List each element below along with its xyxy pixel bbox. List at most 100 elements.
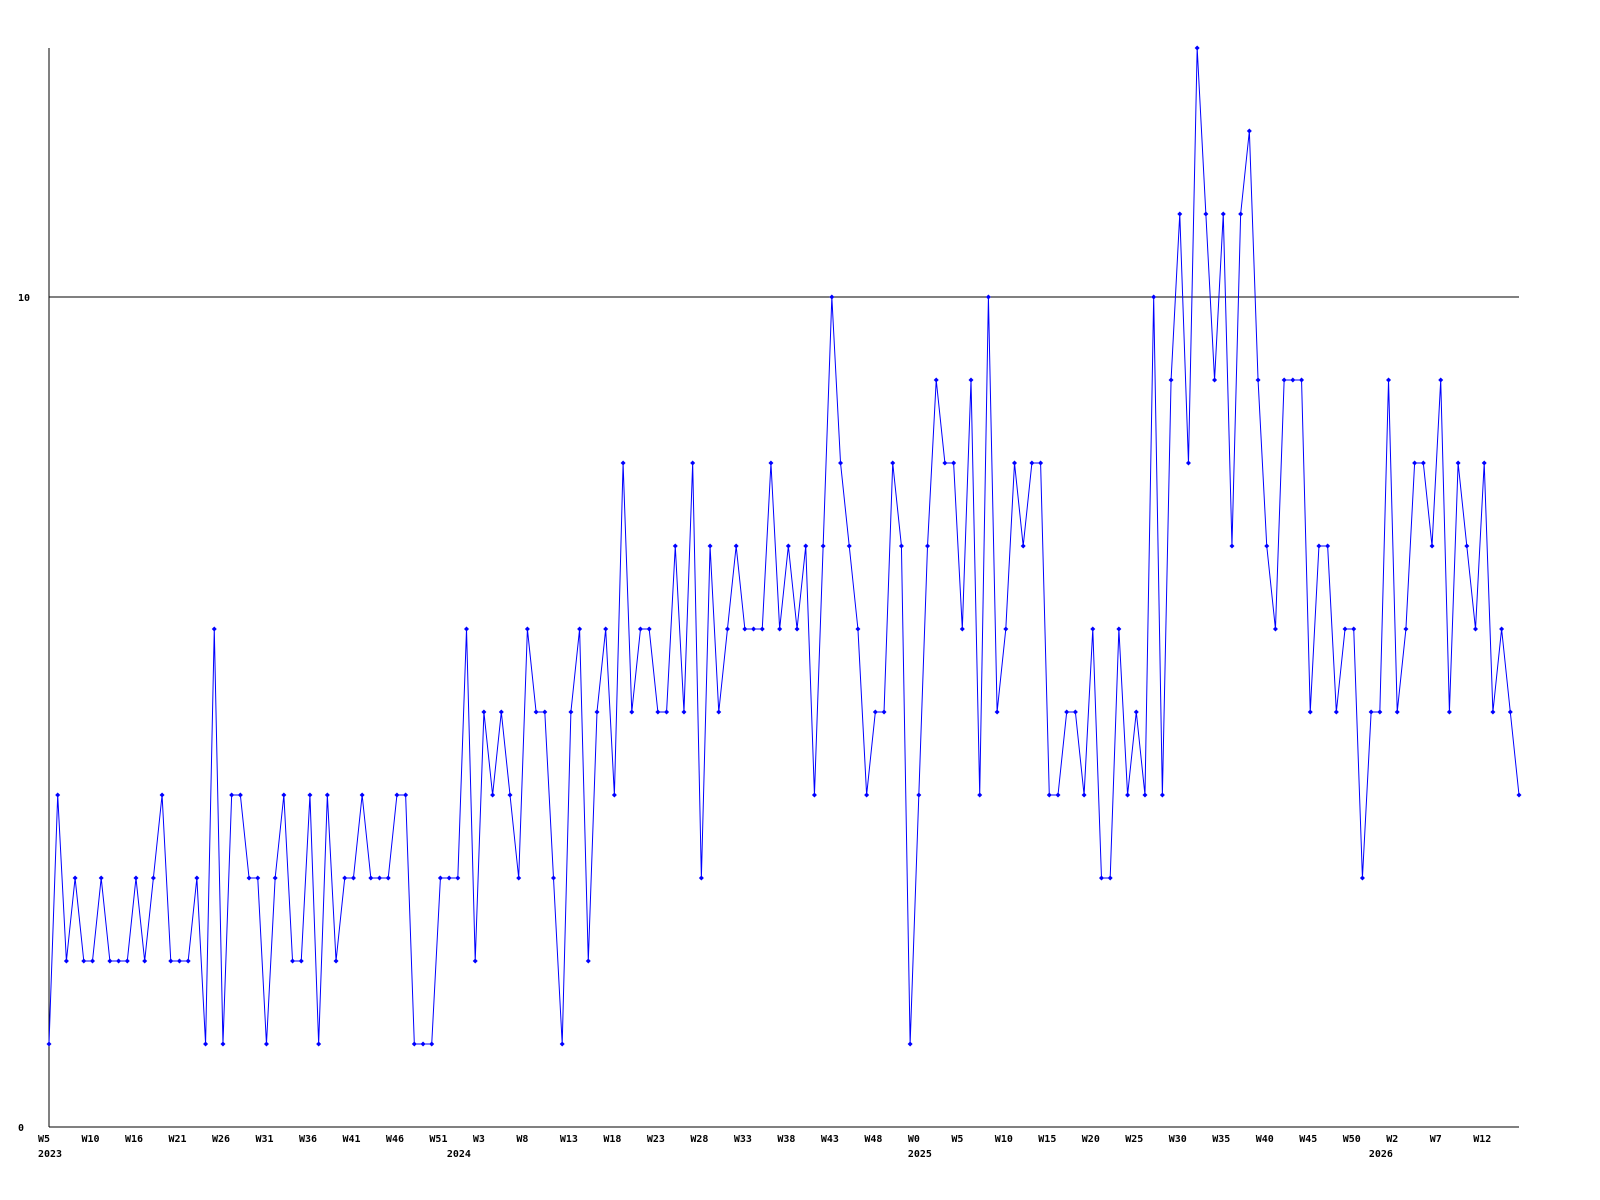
point-marker [1116, 626, 1122, 632]
point-marker [1516, 792, 1522, 798]
point-marker [611, 792, 617, 798]
point-marker [707, 543, 713, 549]
point-marker [1177, 211, 1183, 217]
x-tick-label: W21 [168, 1134, 186, 1145]
point-marker [46, 1041, 52, 1047]
point-marker [211, 626, 217, 632]
x-tick-label: W20 [1082, 1134, 1100, 1145]
point-marker [968, 377, 974, 383]
x-tick-label: W5 [38, 1134, 50, 1145]
point-marker [1499, 626, 1505, 632]
point-marker [1081, 792, 1087, 798]
point-marker [1029, 460, 1035, 466]
point-marker [1438, 377, 1444, 383]
year-label: 2024 [447, 1149, 471, 1160]
point-marker [333, 958, 339, 964]
point-marker [281, 792, 287, 798]
point-marker [1098, 875, 1104, 881]
point-marker [1351, 626, 1357, 632]
point-marker [1481, 460, 1487, 466]
point-marker [168, 958, 174, 964]
point-marker [490, 792, 496, 798]
point-marker [951, 460, 957, 466]
point-marker [411, 1041, 417, 1047]
point-marker [516, 875, 522, 881]
point-marker [664, 709, 670, 715]
x-tick-label: W5 [951, 1134, 963, 1145]
point-marker [133, 875, 139, 881]
x-tick-label: W46 [386, 1134, 404, 1145]
point-marker [1125, 792, 1131, 798]
point-marker [1168, 377, 1174, 383]
x-tick-label: W51 [429, 1134, 447, 1145]
point-marker [977, 792, 983, 798]
point-marker [1307, 709, 1313, 715]
point-marker [220, 1041, 226, 1047]
x-tick-label: W43 [821, 1134, 839, 1145]
point-marker [829, 294, 835, 300]
point-marker [594, 709, 600, 715]
x-tick-label: W12 [1473, 1134, 1491, 1145]
point-marker [368, 875, 374, 881]
point-marker [1290, 377, 1296, 383]
point-marker [1055, 792, 1061, 798]
point-marker [1012, 460, 1018, 466]
point-marker [942, 460, 948, 466]
point-marker [472, 958, 478, 964]
point-marker [55, 792, 61, 798]
line [48, 47, 1520, 1045]
x-tick-label: W30 [1169, 1134, 1187, 1145]
x-tick-label: W2 [1386, 1134, 1398, 1145]
point-marker [307, 792, 313, 798]
point-marker [803, 543, 809, 549]
x-tick-label: W31 [255, 1134, 273, 1145]
point-marker [1151, 294, 1157, 300]
point-marker [263, 1041, 269, 1047]
point-marker [1064, 709, 1070, 715]
point-marker [1003, 626, 1009, 632]
point-marker [1394, 709, 1400, 715]
point-marker [1490, 709, 1496, 715]
point-marker [403, 792, 409, 798]
point-marker [550, 875, 556, 881]
point-marker [1333, 709, 1339, 715]
point-marker [1264, 543, 1270, 549]
point-marker [1368, 709, 1374, 715]
point-marker [1403, 626, 1409, 632]
x-tick-label: W8 [516, 1134, 528, 1145]
point-marker [733, 543, 739, 549]
point-marker [577, 626, 583, 632]
point-marker [394, 792, 400, 798]
point-marker [1229, 543, 1235, 549]
point-marker [1159, 792, 1165, 798]
point-marker [890, 460, 896, 466]
point-marker [1185, 460, 1191, 466]
point-marker [1046, 792, 1052, 798]
point-marker [777, 626, 783, 632]
point-marker [1020, 543, 1026, 549]
point-marker [1272, 626, 1278, 632]
point-marker [1133, 709, 1139, 715]
x-tick-label: W10 [81, 1134, 99, 1145]
point-marker [933, 377, 939, 383]
point-marker [838, 460, 844, 466]
point-marker [1090, 626, 1096, 632]
point-marker [907, 1041, 913, 1047]
point-marker [524, 626, 530, 632]
x-tick-label: W23 [647, 1134, 665, 1145]
point-marker [194, 875, 200, 881]
point-marker [298, 958, 304, 964]
year-label: 2023 [38, 1149, 62, 1160]
point-marker [116, 958, 122, 964]
point-marker [1203, 211, 1209, 217]
x-tick-label: W10 [995, 1134, 1013, 1145]
point-marker [1072, 709, 1078, 715]
point-marker [716, 709, 722, 715]
point-marker [759, 626, 765, 632]
point-marker [377, 875, 383, 881]
point-marker [1255, 377, 1261, 383]
point-marker [637, 626, 643, 632]
point-marker [846, 543, 852, 549]
x-tick-label: W48 [864, 1134, 882, 1145]
point-marker [742, 626, 748, 632]
